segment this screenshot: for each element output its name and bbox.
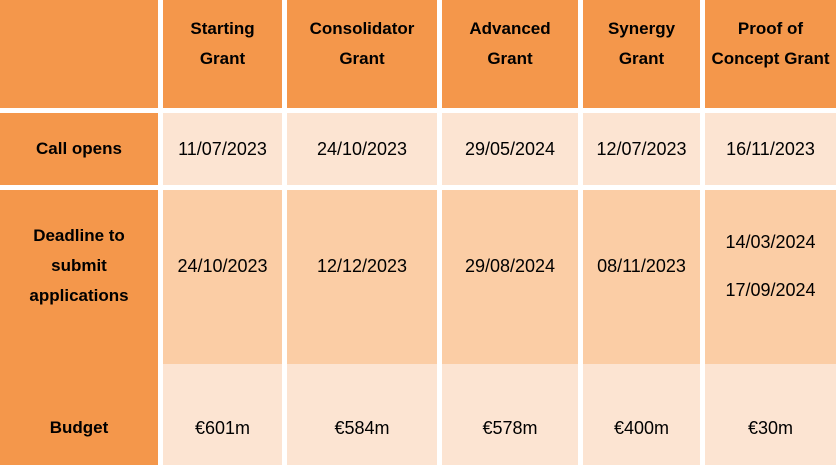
col-header-synergy-grant: Synergy Grant	[583, 0, 700, 108]
row-header-call-opens: Call opens	[0, 113, 158, 185]
cell-deadline-proof-of-concept: 14/03/2024 17/09/2024	[705, 190, 836, 364]
row-header-deadline: Deadline to submit applications	[0, 190, 158, 364]
cell-budget-starting: €601m	[163, 364, 282, 465]
cell-call-opens-starting: 11/07/2023	[163, 113, 282, 185]
col-header-advanced-grant: Advanced Grant	[442, 0, 578, 108]
cell-call-opens-synergy: 12/07/2023	[583, 113, 700, 185]
cell-call-opens-proof-of-concept: 16/11/2023	[705, 113, 836, 185]
cell-deadline-consolidator: 12/12/2023	[287, 190, 437, 364]
cell-budget-synergy: €400m	[583, 364, 700, 465]
cell-call-opens-advanced: 29/05/2024	[442, 113, 578, 185]
cell-budget-advanced: €578m	[442, 364, 578, 465]
corner-cell	[0, 0, 158, 108]
cell-budget-consolidator: €584m	[287, 364, 437, 465]
col-header-consolidator-grant: Consolidator Grant	[287, 0, 437, 108]
cell-deadline-synergy: 08/11/2023	[583, 190, 700, 364]
cell-call-opens-consolidator: 24/10/2023	[287, 113, 437, 185]
cell-budget-proof-of-concept: €30m	[705, 364, 836, 465]
deadline-date-first: 14/03/2024	[725, 232, 816, 252]
col-header-proof-of-concept-grant: Proof of Concept Grant	[705, 0, 836, 108]
col-header-starting-grant: Starting Grant	[163, 0, 282, 108]
deadline-date-second: 17/09/2024	[725, 280, 816, 300]
gridline-row	[0, 185, 836, 190]
gridline-row	[0, 108, 836, 113]
cell-deadline-starting: 24/10/2023	[163, 190, 282, 364]
row-header-budget: Budget	[0, 364, 158, 465]
cell-deadline-advanced: 29/08/2024	[442, 190, 578, 364]
